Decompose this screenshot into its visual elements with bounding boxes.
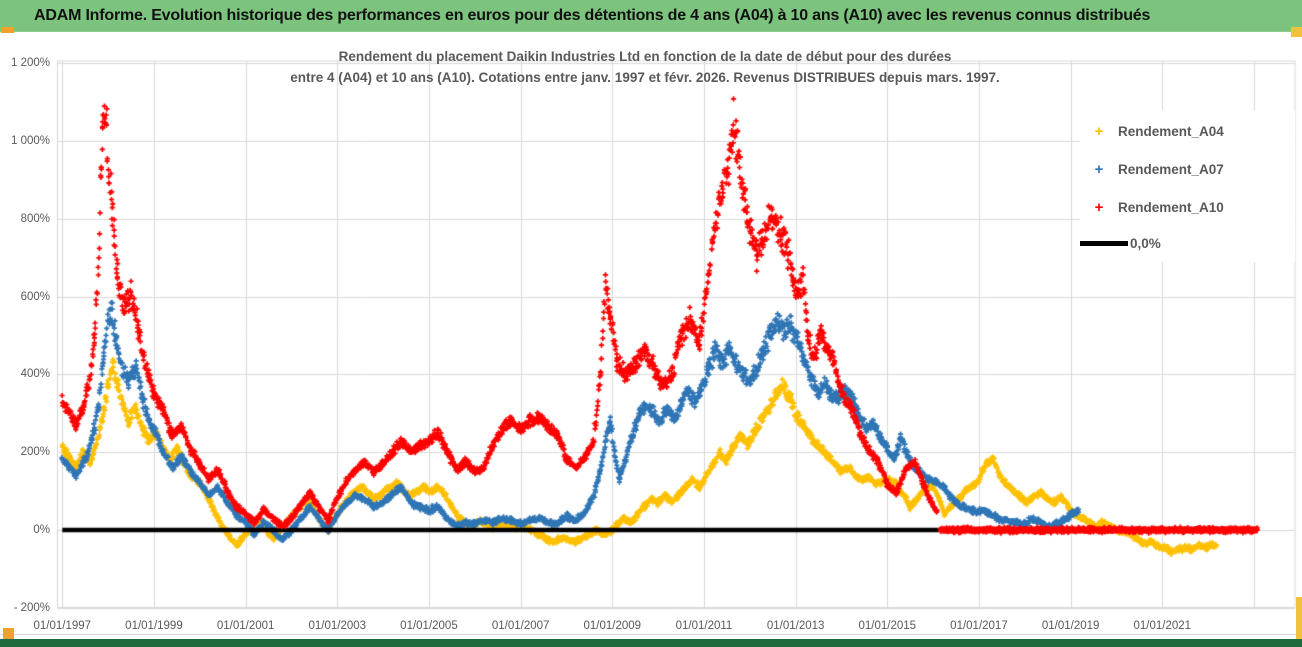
x-axis-tick-label: 01/01/2017: [950, 620, 1008, 632]
x-axis-tick-label: 01/01/1997: [33, 620, 92, 632]
chart-title-line1: Rendement du placement Daikin Industries…: [338, 49, 952, 64]
x-axis-tick-label: 01/01/2001: [216, 620, 275, 632]
y-axis-tick-label: 1 000%: [10, 135, 50, 147]
plus-marker-icon: +: [1094, 122, 1104, 140]
y-axis-tick-label: 200%: [20, 446, 50, 459]
accent-top-right: [1291, 27, 1302, 37]
y-axis-tick-label: - 200%: [13, 601, 50, 614]
chart-title: Rendement du placement Daikin Industries…: [240, 46, 1050, 88]
legend-label: 0,0%: [1130, 235, 1161, 251]
x-axis-tick-label: 01/01/1999: [125, 620, 183, 632]
y-axis-tick-label: 600%: [20, 290, 50, 303]
chart-legend: + Rendement_A04 + Rendement_A07 + Rendem…: [1080, 110, 1295, 262]
accent-bottom-right: [1296, 597, 1302, 639]
legend-label: Rendement_A10: [1118, 199, 1224, 215]
accent-top-left: [1, 27, 14, 33]
accent-bottom-left: [3, 628, 14, 640]
x-axis-tick-label: 01/01/2013: [766, 620, 825, 632]
x-axis-tick-label: 01/01/2003: [308, 620, 367, 632]
legend-label: Rendement_A07: [1118, 161, 1224, 177]
x-axis-tick-label: 01/01/2007: [491, 620, 550, 632]
legend-item-rendement-a07[interactable]: + Rendement_A07: [1080, 158, 1295, 180]
plus-marker-icon: +: [1094, 160, 1104, 178]
x-axis-tick-label: 01/01/2009: [583, 620, 642, 632]
x-axis-tick-label: 01/01/2015: [858, 620, 917, 632]
legend-item-rendement-a10[interactable]: + Rendement_A10: [1080, 196, 1295, 218]
y-axis-tick-label: 0%: [33, 524, 50, 536]
chart-frame-border: [0, 634, 1302, 635]
y-axis-tick-label: 400%: [20, 368, 50, 381]
x-axis-tick-label: 01/01/2005: [400, 620, 458, 632]
x-axis-tick-label: 01/01/2019: [1041, 620, 1100, 632]
bottom-bar: [0, 639, 1302, 647]
x-axis-tick-label: 01/01/2011: [675, 620, 733, 632]
chart-title-line2: entre 4 (A04) et 10 ans (A10). Cotations…: [290, 70, 1000, 85]
plus-marker-icon: +: [1094, 198, 1104, 216]
zero-line-marker-icon: [1080, 240, 1128, 246]
x-axis-tick-label: 01/01/2021: [1133, 620, 1192, 632]
y-axis-tick-label: 800%: [20, 212, 50, 225]
legend-label: Rendement_A04: [1118, 123, 1224, 139]
legend-item-zero-line[interactable]: 0,0%: [1080, 232, 1295, 254]
y-axis-tick-label: 1 200%: [10, 57, 50, 70]
legend-item-rendement-a04[interactable]: + Rendement_A04: [1080, 120, 1295, 142]
